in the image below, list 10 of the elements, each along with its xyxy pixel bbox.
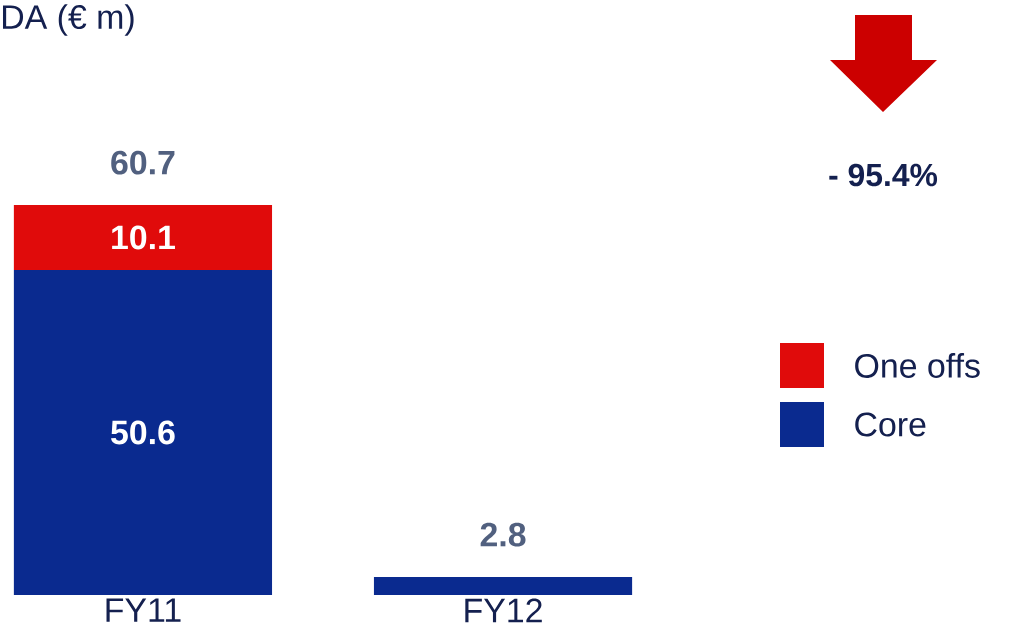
data-label: 50.6 [111,420,175,445]
legend-label: One offs [855,353,980,378]
legend-label: Core [855,412,926,437]
x-tick-label: FY12 [465,598,542,623]
total-label: 2.8 [480,522,526,547]
x-tick-label: FY11 [106,598,181,622]
text: - 95.4% [829,163,938,187]
data-label: 10.1 [112,225,175,250]
total-label: 60.7 [111,150,175,175]
chart-title: DA (€ m) [2,4,134,36]
